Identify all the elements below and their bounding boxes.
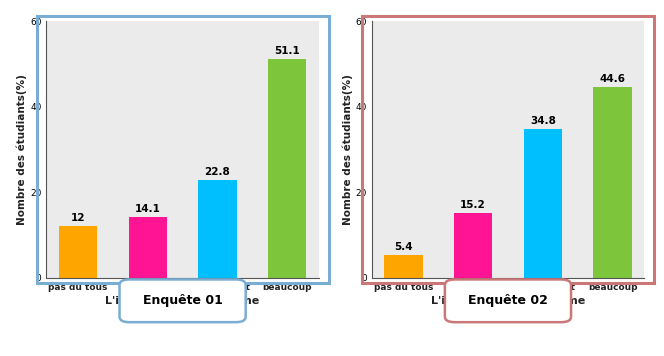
Bar [268,59,306,278]
Text: Enquête 02: Enquête 02 [468,294,548,307]
Text: 12: 12 [71,214,85,224]
Bar [59,226,97,278]
Text: 14.1: 14.1 [135,204,161,214]
Bar [384,255,422,278]
Bar [454,213,492,278]
Text: 5.4: 5.4 [394,242,413,252]
Bar [594,87,631,278]
X-axis label: L'intensité du symptome: L'intensité du symptome [431,296,585,306]
Text: Enquête 01: Enquête 01 [143,294,222,307]
Text: 44.6: 44.6 [600,74,625,84]
Bar [199,180,236,278]
X-axis label: L'intensité du symptome: L'intensité du symptome [106,296,260,306]
Y-axis label: Nombre des étudiants(%): Nombre des étudiants(%) [342,74,353,225]
Text: 34.8: 34.8 [530,116,556,126]
Bar [524,129,562,278]
Text: 15.2: 15.2 [460,200,486,210]
Y-axis label: Nombre des étudiants(%): Nombre des étudiants(%) [17,74,27,225]
Bar [129,218,167,278]
Text: 51.1: 51.1 [274,46,300,56]
Text: 22.8: 22.8 [205,167,230,177]
